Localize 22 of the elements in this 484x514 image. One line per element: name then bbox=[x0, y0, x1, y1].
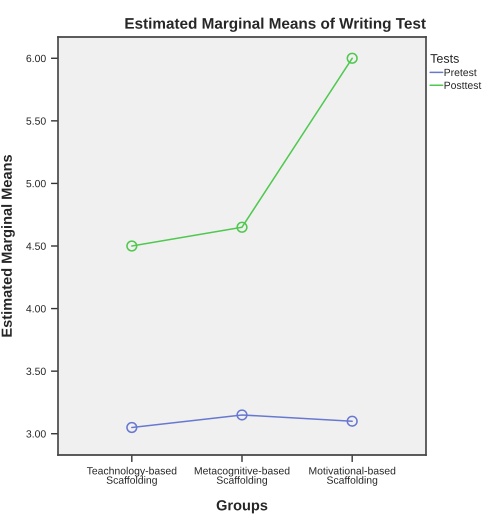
point bbox=[126, 240, 138, 252]
point bbox=[126, 422, 138, 434]
y-tick-label: 3.50 bbox=[26, 368, 46, 376]
x-axis-title: Groups bbox=[216, 500, 268, 514]
chart-title: Estimated Marginal Means of Writing Test bbox=[125, 18, 426, 32]
point bbox=[346, 52, 358, 64]
point bbox=[236, 409, 248, 421]
legend-title: Tests bbox=[430, 54, 459, 63]
point bbox=[346, 416, 358, 427]
y-tick-label: 5.50 bbox=[26, 117, 46, 125]
y-axis-title: Estimated Marginal Means bbox=[1, 155, 15, 337]
x-tick-label: Metacognitive-based Scaffolding bbox=[194, 466, 290, 486]
y-tick-label: 6.00 bbox=[26, 54, 46, 62]
x-tick-label: Motivational-based Scaffolding bbox=[309, 466, 396, 486]
legend-label: Posttest bbox=[444, 82, 482, 89]
point bbox=[236, 222, 248, 233]
y-tick-label: 4.00 bbox=[26, 305, 46, 312]
x-tick-label: Teachnology-based Scaffolding bbox=[86, 466, 176, 486]
legend-label: Pretest bbox=[444, 68, 477, 76]
y-tick-label: 5.00 bbox=[26, 180, 46, 188]
y-tick-label: 4.50 bbox=[26, 242, 46, 250]
y-tick-label: 3.00 bbox=[26, 430, 46, 438]
